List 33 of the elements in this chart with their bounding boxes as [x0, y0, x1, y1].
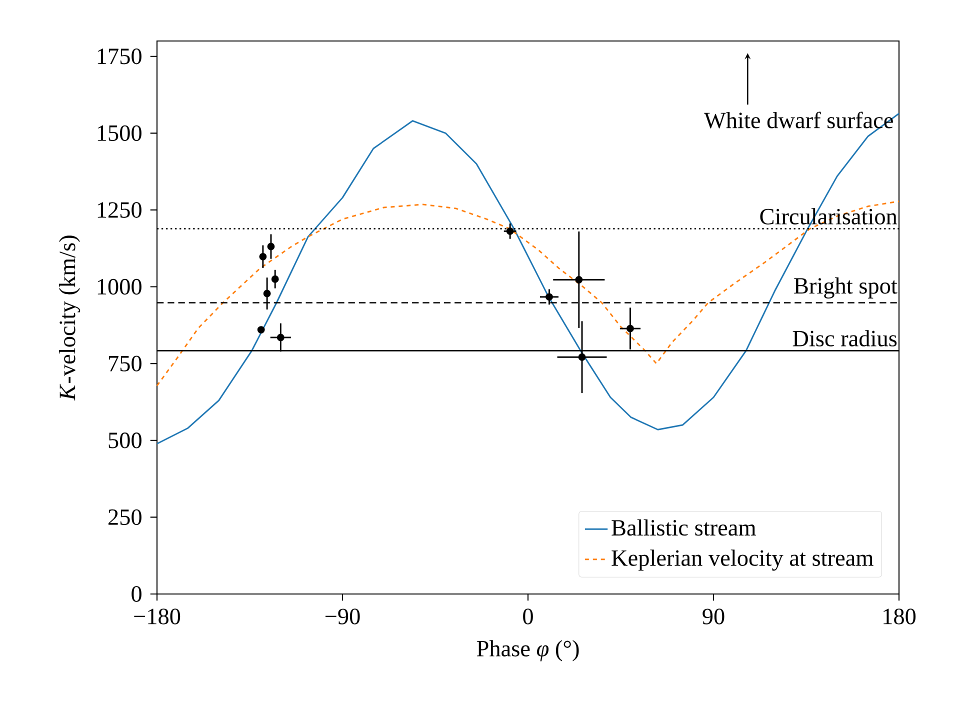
- x-tick-label: 90: [702, 608, 724, 624]
- y-tick-label: 250: [108, 509, 142, 526]
- point: [263, 290, 271, 298]
- ref-line-label: Disc radius: [792, 330, 897, 346]
- point: [575, 276, 583, 284]
- point: [271, 275, 279, 283]
- y-axis-title: K-velocity (km/s): [58, 236, 80, 401]
- y-tick-label: 750: [109, 356, 142, 372]
- point: [257, 326, 265, 334]
- y-tick-label: 1250: [98, 202, 142, 218]
- y-tick-label: 0: [132, 586, 142, 602]
- line-series: [156, 112, 900, 444]
- point: [267, 242, 275, 250]
- legend-label: Keplerian velocity at stream: [612, 550, 874, 571]
- line-series: [156, 200, 900, 386]
- legend-label: Ballistic stream: [612, 519, 756, 536]
- ref-line-label: Bright spot: [794, 277, 898, 299]
- point: [626, 324, 634, 332]
- point: [578, 353, 586, 361]
- x-tick-label: 0: [523, 608, 533, 624]
- point: [506, 227, 514, 235]
- annotation: White dwarf surface: [704, 112, 893, 128]
- x-tick-label: −180: [134, 608, 180, 624]
- x-axis-title: Phase φ (°): [476, 640, 579, 662]
- x-tick-label: −90: [325, 608, 360, 624]
- y-tick-label: 1000: [98, 278, 142, 295]
- y-tick-label: 1500: [98, 125, 142, 142]
- x-tick-label: 180: [884, 608, 916, 624]
- point: [546, 293, 553, 301]
- point: [276, 334, 284, 342]
- point: [259, 252, 267, 260]
- y-tick-label: 500: [108, 432, 142, 448]
- y-tick-label: 1750: [98, 48, 142, 64]
